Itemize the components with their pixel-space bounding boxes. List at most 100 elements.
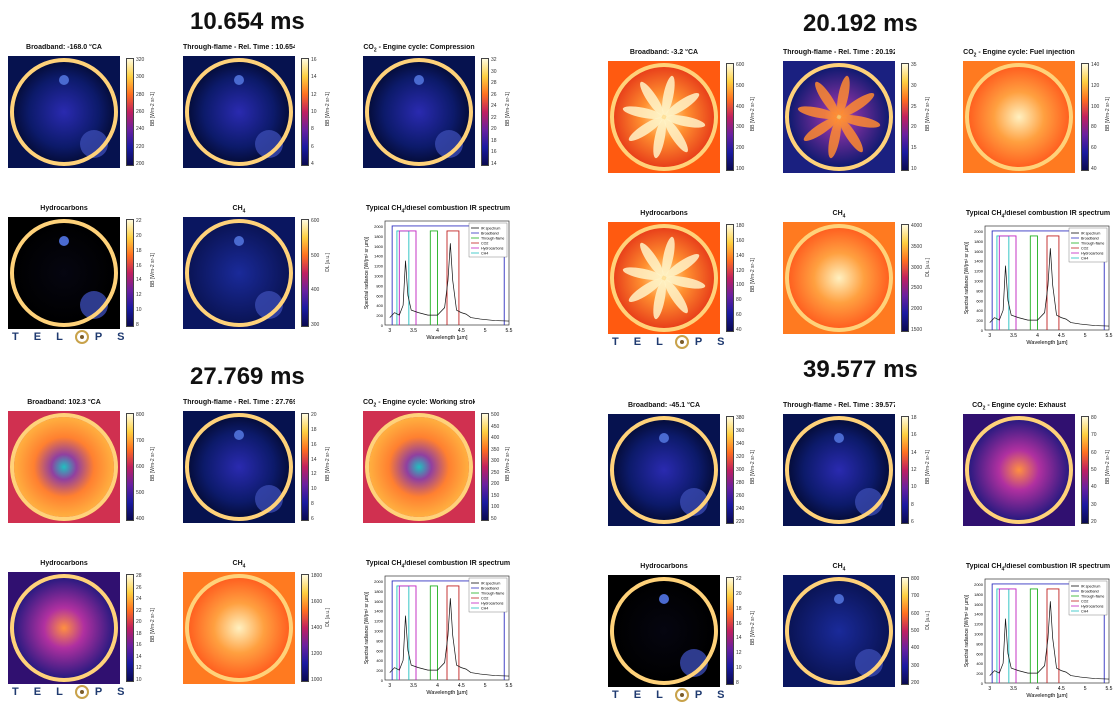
spectrum-title: Typical CH4/diesel combustion IR spectru… [363, 205, 513, 216]
subplot-title-rest: - Engine cycle: Exhaust [985, 402, 1066, 409]
subplot-title-text: Hydrocarbons [640, 210, 688, 217]
spectrum-ytick-label: 200 [376, 313, 383, 318]
subplot-title: Hydrocarbons [608, 563, 720, 574]
thermal-subplot: CO2 - Engine cycle: Exhaust 80 70 60 50 40 30 2… [963, 402, 1113, 528]
hydrocarbon-band [398, 585, 417, 680]
colorbar-tick-label: 18 [491, 137, 497, 144]
colorbar-tick-label: 300 [736, 467, 745, 473]
broadband-band [391, 225, 505, 325]
colorbar [726, 63, 734, 171]
logo-text-left: T E L [612, 689, 669, 701]
colorbar-tick-label: 3000 [911, 264, 923, 271]
colorbar-tick-label: 16 [736, 620, 742, 627]
colorbar-tick-label: 280 [736, 480, 745, 486]
spectrum-ytick-label: 1800 [374, 589, 384, 594]
colorbar-tick-label: 340 [736, 441, 745, 447]
colorbar [901, 63, 909, 171]
colorbar-tick-label: 35 [911, 62, 917, 68]
colorbar-tick-label: 16 [491, 149, 497, 156]
colorbar-tick-label: 10 [911, 166, 917, 172]
subplot-title-main: CO [963, 49, 974, 56]
colorbar-tick-label: 16 [911, 432, 917, 439]
colorbar-tick-label: 180 [736, 223, 745, 229]
subplot-title-main: CH [232, 560, 243, 567]
colorbar-tick-label: 10 [136, 307, 142, 314]
thermal-image [608, 61, 720, 173]
colorbar-tick-label: 8 [136, 322, 139, 328]
colorbar-tick-label: 400 [491, 435, 500, 442]
subplot-title-subscript: 2 [373, 47, 377, 54]
colorbar-tick-label: 160 [736, 237, 745, 244]
thermal-subplot: Broadband: 102.3 °CA 800 700 600 500 400 BB [W… [8, 399, 158, 525]
colorbar [301, 58, 309, 166]
colorbar-tick-label: 22 [136, 218, 142, 224]
colorbar-tick-label: 14 [736, 635, 742, 642]
thermal-image [608, 575, 720, 687]
colorbar-tick-label: 250 [491, 469, 500, 476]
colorbar-tick-label: 12 [311, 91, 317, 98]
colorbar-tick-label: 14 [491, 161, 497, 167]
colorbar [726, 416, 734, 524]
subplot-title-rest: - Engine cycle: Compression [376, 44, 475, 51]
subplot-title: Broadband: 102.3 °CA [8, 399, 120, 410]
colorbar [126, 219, 134, 327]
colorbar [901, 416, 909, 524]
colorbar-tick-label: 240 [736, 506, 745, 512]
colorbar-tick-label: 600 [911, 610, 920, 617]
legend-label: Hydrocarbons [481, 602, 504, 606]
spectrum-xtick-label: 5 [484, 328, 487, 334]
spectrum-ytick-label: 200 [376, 668, 383, 673]
colorbar-unit-label: BB [Wm-2 sr-1] [1105, 97, 1111, 132]
spectrum-ytick-label: 1400 [974, 612, 984, 617]
subplot-title-text: Broadband: 102.3 °CA [27, 399, 101, 406]
logo-text-left: T E L [12, 331, 69, 343]
spectrum-ytick-label: 2000 [374, 579, 384, 584]
colorbar-tick-label: 600 [311, 218, 320, 224]
spectrum-ytick-label: 1600 [374, 599, 384, 604]
colorbar-tick-label: 400 [136, 516, 145, 522]
colorbar-tick-label: 16 [311, 441, 317, 448]
colorbar-tick-label: 22 [136, 607, 142, 614]
colorbar-tick-label: 1200 [311, 651, 323, 657]
panel-time-title: 39.577 ms [803, 356, 918, 383]
spectrum-axes: 3 3.5 4 4.5 5 5.52000180016001400120010008006… [364, 575, 513, 696]
co2-band [1046, 588, 1060, 683]
spectrum-ytick-label: 1200 [974, 269, 984, 274]
spectrum-ytick-label: 1400 [974, 259, 984, 264]
spectrum-ytick-label: 1000 [374, 628, 384, 633]
colorbar-tick-label: 15 [911, 145, 917, 152]
colorbar-tick-label: 10 [311, 109, 317, 115]
legend-label: Hydrocarbons [1081, 252, 1104, 256]
spectrum-xtick-label: 4.5 [458, 328, 465, 334]
colorbar-tick-label: 80 [1091, 124, 1097, 131]
colorbar-tick-label: 500 [136, 490, 145, 496]
colorbar [301, 219, 309, 327]
logo-text-left: T E L [612, 336, 669, 348]
colorbar-tick-label: 25 [911, 103, 917, 110]
subplot-title-text: Hydrocarbons [40, 205, 88, 212]
colorbar [301, 574, 309, 682]
spectrum-xtick-label: 4.5 [458, 683, 465, 689]
colorbar-tick-label: 220 [736, 519, 745, 525]
spectrum-ytick-label: 800 [976, 288, 983, 293]
colorbar-tick-label: 100 [491, 504, 500, 511]
colorbar-unit-label: BB [Wm-2 sr-1] [750, 611, 756, 646]
thermal-subplot: Broadband: -3.2 °CA 600 500 400 300 200 100 BB … [608, 49, 758, 175]
spectrum-xtick-label: 3.5 [1010, 333, 1017, 339]
spectrum-ylabel: Spectral radiance [W/(m² sr µm)] [964, 241, 970, 314]
spectrum-ytick-label: 1600 [974, 249, 984, 254]
spectrum-title-main: Typical CH [965, 210, 1002, 217]
legend-label: Broadband [1081, 590, 1099, 594]
colorbar-tick-label: 300 [736, 124, 745, 131]
spectrum-ytick-label: 1400 [374, 609, 384, 614]
colorbar-tick-label: 380 [736, 415, 745, 421]
colorbar-unit-label: BB [Wm-2 sr-1] [150, 608, 156, 643]
colorbar-tick-label: 30 [911, 82, 917, 89]
colorbar [126, 574, 134, 682]
spectrum-title-main: Typical CH [965, 563, 1002, 570]
colorbar-tick-label: 240 [136, 126, 145, 133]
legend-label: CO2 [481, 597, 488, 601]
subplot-title: CO2 - Engine cycle: Compression [363, 44, 475, 55]
spectrum-ytick-label: 1000 [974, 278, 984, 283]
colorbar-tick-label: 4 [311, 161, 314, 167]
